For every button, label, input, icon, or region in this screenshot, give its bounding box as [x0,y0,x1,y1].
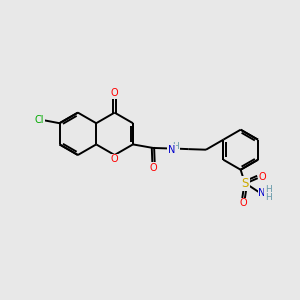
Text: S: S [242,177,249,190]
Text: Cl: Cl [35,115,44,125]
Text: H: H [265,194,272,202]
Text: O: O [150,163,158,173]
Text: O: O [259,172,266,182]
Text: O: O [111,154,119,164]
Text: H: H [172,142,179,151]
Text: O: O [111,88,119,98]
Text: N: N [167,145,175,155]
Text: N: N [258,188,266,198]
Text: O: O [240,198,248,208]
Text: H: H [265,185,272,194]
